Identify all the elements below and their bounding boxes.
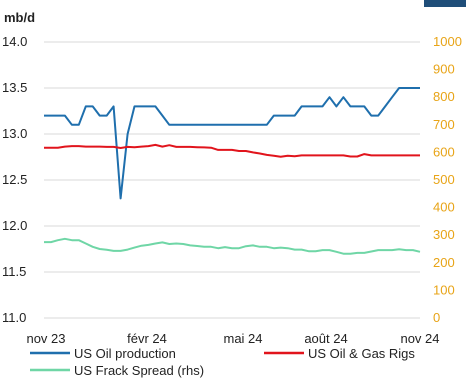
right-tick-label: 900 [433,62,455,77]
legend: US Oil production US Oil & Gas Rigs US F… [30,346,415,378]
x-axis-ticks: nov 23 févr 24 mai 24 août 24 nov 24 [26,331,439,346]
left-tick-label: 12.0 [2,218,27,233]
left-tick-label: 13.5 [2,80,27,95]
left-tick-label: 12.5 [2,172,27,187]
right-tick-label: 300 [433,227,455,242]
left-tick-label: 13.0 [2,126,27,141]
x-tick-label: nov 23 [26,331,65,346]
right-tick-label: 500 [433,172,455,187]
left-axis-ticks: 11.0 11.5 12.0 12.5 13.0 13.5 14.0 [2,34,27,325]
right-tick-label: 400 [433,200,455,215]
series-line-frack [44,237,421,255]
right-tick-label: 800 [433,89,455,104]
right-tick-label: 600 [433,144,455,159]
right-axis-ticks: 0 100 200 300 400 500 600 700 800 900 1000 [433,34,462,325]
left-tick-label: 11.5 [2,264,26,279]
right-tick-label: 100 [433,282,455,297]
legend-label-rigs: US Oil & Gas Rigs [308,346,415,361]
right-tick-label: 1000 [433,34,462,49]
x-tick-label: août 24 [304,331,347,346]
legend-label-frack: US Frack Spread (rhs) [74,363,204,378]
x-tick-label: févr 24 [127,331,167,346]
y-unit-label: mb/d [4,10,35,25]
series-lines [44,87,421,255]
series-line-oil [44,87,420,200]
series-line-rigs [44,143,420,158]
right-tick-label: 0 [433,310,440,325]
right-tick-label: 200 [433,255,455,270]
left-tick-label: 11.0 [2,310,26,325]
gridlines [44,41,420,319]
legend-label-oil: US Oil production [74,346,176,361]
corner-box [424,0,466,7]
x-tick-label: mai 24 [223,331,262,346]
right-tick-label: 700 [433,117,455,132]
x-tick-label: nov 24 [400,331,439,346]
left-tick-label: 14.0 [2,34,27,49]
